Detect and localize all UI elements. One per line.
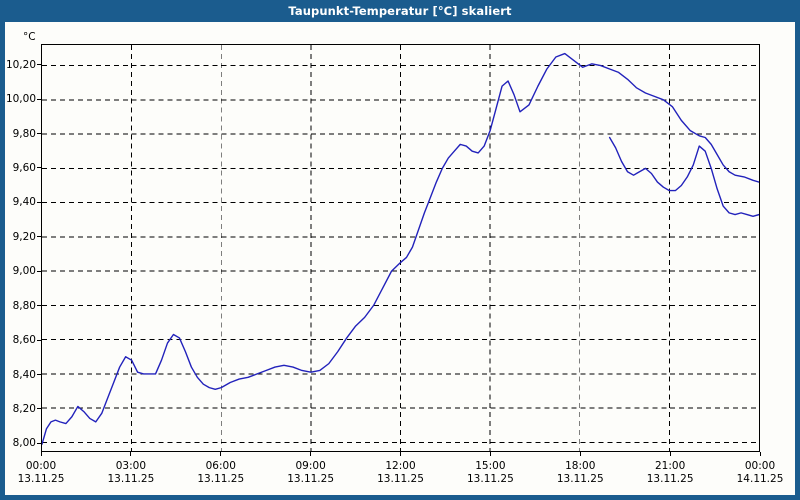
- y-axis-tick-label: 8,00: [12, 437, 36, 450]
- x-axis-tick-date: 13.11.25: [556, 473, 604, 485]
- y-axis-tick-label: 8,20: [12, 402, 36, 415]
- x-axis-tick-label: 15:00 13.11.25: [467, 460, 514, 486]
- x-axis-tick-label: 18:00 13.11.25: [557, 460, 604, 486]
- x-axis-tick-label: 00:00 14.11.25: [737, 460, 784, 486]
- y-axis-tick-mark: [37, 408, 41, 410]
- x-axis-tick-date: 13.11.25: [287, 473, 335, 485]
- y-axis-tick-mark: [37, 167, 41, 169]
- x-axis-labels: 00:00 13.11.25 03:00 13.11.25 06:00 13.11.25 0…: [5, 22, 795, 495]
- x-axis-tick-mark: [130, 452, 132, 456]
- x-axis-tick-time: 09:00: [295, 460, 326, 472]
- y-axis-tick-mark: [37, 305, 41, 307]
- y-axis-tick-mark: [37, 133, 41, 135]
- y-axis-tick-label: 9,40: [12, 196, 36, 209]
- x-axis-tick-date: 13.11.25: [197, 473, 245, 485]
- x-axis-tick-mark: [489, 452, 491, 456]
- y-axis-tick-label: 10,20: [5, 58, 36, 71]
- x-axis-tick-time: 21:00: [654, 460, 686, 472]
- y-axis-tick-label: 9,20: [12, 230, 36, 243]
- x-axis-tick-label: 06:00 13.11.25: [197, 460, 244, 486]
- x-axis-tick-mark: [400, 452, 401, 456]
- x-axis-tick-time: 00:00: [744, 460, 776, 472]
- plot-area: [41, 44, 760, 452]
- x-axis-tick-time: 18:00: [565, 460, 596, 472]
- x-axis-tick-label: 12:00 13.11.25: [377, 460, 424, 486]
- x-axis-tick-date: 13.11.25: [107, 473, 155, 485]
- x-axis-tick-date: 13.11.25: [17, 473, 65, 485]
- x-axis-tick-date: 13.11.25: [377, 473, 424, 485]
- y-axis-tick-mark: [37, 236, 41, 238]
- x-axis-tick-mark: [759, 452, 761, 456]
- chart-panel: °C 10,20 10,00 9,80 9,60 9,40 9,20 9,00 8,80 8,6…: [5, 22, 795, 495]
- y-axis-labels: 10,20 10,00 9,80 9,60 9,40 9,20 9,00 8,80 8,60 8,…: [5, 22, 795, 495]
- y-axis-tick-label: 9,80: [12, 127, 36, 140]
- y-axis-tick-label: 8,40: [12, 368, 36, 381]
- y-axis-tick-label: 10,00: [5, 93, 36, 106]
- y-axis-tick-mark: [37, 98, 41, 100]
- x-axis-tick-time: 15:00: [475, 460, 506, 472]
- x-axis-tick-label: 03:00 13.11.25: [107, 460, 154, 486]
- x-axis-tick-label: 00:00 13.11.25: [18, 460, 65, 486]
- x-axis-tick-time: 03:00: [115, 460, 147, 472]
- y-axis-tick-mark: [37, 374, 41, 376]
- y-axis-tick-mark: [37, 270, 41, 272]
- y-axis-tick-label: 8,80: [12, 299, 36, 312]
- y-axis-tick-label: 8,60: [12, 334, 36, 347]
- x-axis-tick-time: 12:00: [385, 460, 416, 472]
- x-axis-tick-time: 06:00: [205, 460, 236, 472]
- data-series-line: [42, 52, 759, 445]
- x-axis-tick-label: 21:00 13.11.25: [647, 460, 694, 486]
- x-axis-tick-mark: [669, 452, 671, 456]
- y-axis-tick-label: 9,60: [12, 161, 36, 174]
- y-axis-tick-mark: [37, 339, 41, 341]
- x-axis-tick-date: 13.11.25: [646, 473, 694, 485]
- x-axis-tick-label: 09:00 13.11.25: [287, 460, 334, 486]
- x-axis-tick-date: 13.11.25: [466, 473, 514, 485]
- x-axis-tick-mark: [40, 452, 42, 456]
- y-axis-tick-mark: [37, 442, 41, 444]
- y-axis-tick-mark: [37, 201, 41, 203]
- window-title-bar: Taupunkt-Temperatur [°C] skaliert: [0, 0, 800, 22]
- x-axis-tick-date: 14.11.25: [736, 473, 784, 485]
- x-axis-tick-mark: [220, 452, 222, 456]
- x-axis-tick-mark: [579, 452, 581, 456]
- y-axis-tick-mark: [37, 64, 41, 66]
- x-axis-tick-mark: [310, 452, 312, 456]
- x-axis-tick-time: 00:00: [25, 460, 57, 472]
- y-axis-unit-label: °C: [23, 31, 36, 43]
- page-title: Taupunkt-Temperatur [°C] skaliert: [288, 4, 512, 18]
- y-axis-tick-label: 9,00: [12, 265, 36, 278]
- grid-lines: [42, 45, 759, 451]
